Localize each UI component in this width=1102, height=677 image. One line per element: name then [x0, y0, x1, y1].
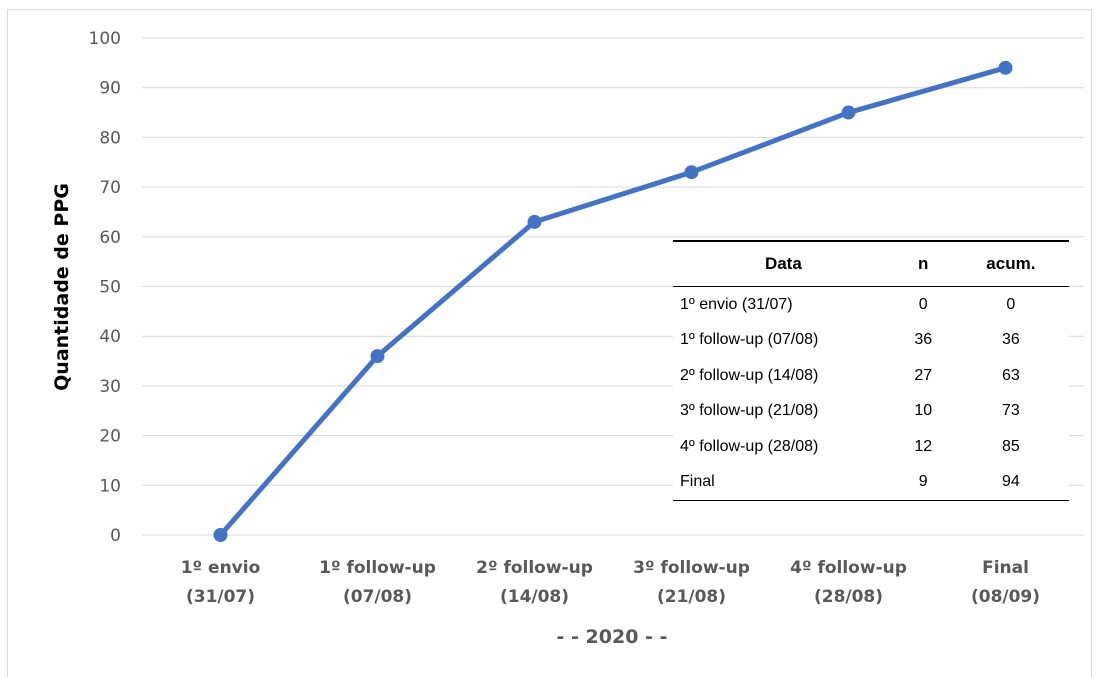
table-header-row: Data n acum. [673, 240, 1069, 287]
y-axis-title: Quantidade de PPG [51, 183, 73, 391]
table-header-data: Data [673, 240, 894, 287]
table-cell-n: 10 [914, 402, 933, 420]
table-cell-acum: 85 [1001, 437, 1020, 455]
y-tick-label: 40 [99, 327, 121, 347]
y-tick-label: 60 [99, 228, 121, 248]
table-cell-label: 1º envio (31/07) [680, 295, 793, 313]
data-point [841, 105, 856, 120]
table-cell-n: 27 [914, 366, 933, 384]
y-tick-label: 10 [99, 476, 121, 496]
y-tick-label: 50 [99, 278, 121, 298]
table-cell-label: 3º follow-up (21/08) [680, 402, 819, 420]
table-cell-label: Final [673, 464, 894, 501]
table-row: Final 9 94 [673, 464, 1069, 501]
table-row: 2º follow-up (14/08) 27 63 [673, 358, 1069, 394]
x-tick-labels: 1º envio (31/07) 1º follow-up (07/08) 2º fol… [181, 558, 1040, 607]
x-tick-label: 2º follow-up (14/08) [476, 558, 593, 607]
table-cell-label: 4º follow-up (28/08) [680, 437, 819, 455]
table-cell-label: 1º follow-up (07/08) [680, 331, 819, 349]
y-tick-label: 80 [99, 128, 121, 148]
x-axis-title: - - 2020 - - [557, 626, 668, 648]
table-cell-acum: 0 [1006, 295, 1016, 313]
data-point [213, 528, 228, 542]
table-cell-label: 2º follow-up (14/08) [680, 366, 819, 384]
table-row: 3º follow-up (21/08) 10 73 [673, 394, 1069, 430]
series-line-path [218, 65, 1008, 538]
series-line [218, 65, 1008, 538]
chart-frame [7, 9, 1092, 677]
gridlines [142, 37, 1084, 536]
y-tick-label: 100 [89, 29, 121, 49]
table-row: 4º follow-up (28/08) 12 85 [673, 429, 1069, 465]
y-tick-label: 70 [99, 178, 121, 198]
table-header-n: n [893, 240, 953, 287]
y-tick-label: 20 [99, 427, 121, 447]
data-point [998, 60, 1013, 75]
table-header-acum: acum. [952, 240, 1069, 287]
table-row: 1º follow-up (07/08) 36 36 [673, 323, 1069, 359]
x-tick-label: 1º follow-up (07/08) [319, 558, 436, 607]
x-tick-label: Final (08/09) [971, 558, 1040, 607]
series-points [213, 60, 1013, 542]
table-cell-acum: 73 [1001, 402, 1020, 420]
table-cell-acum: 94 [952, 464, 1069, 501]
x-tick-label: 3º follow-up (21/08) [633, 558, 750, 607]
table-row: 1º envio (31/07) 0 0 [673, 287, 1069, 323]
table-cell-acum: 36 [1001, 331, 1020, 349]
data-point [684, 165, 699, 180]
table-cell-n: 9 [893, 464, 953, 501]
table-cell-n: 36 [914, 331, 933, 349]
y-tick-label: 30 [99, 377, 121, 397]
data-table: Data n acum. 1º envio (31/07) 0 0 1º fol… [673, 240, 1069, 501]
x-tick-label: 4º follow-up (28/08) [790, 558, 907, 607]
table-cell-n: 0 [918, 295, 928, 313]
y-tick-label: 0 [110, 526, 121, 546]
y-tick-label: 90 [99, 79, 121, 99]
y-tick-labels: 0 10 20 30 40 50 60 70 80 90 100 [89, 29, 121, 546]
x-tick-label: 1º envio (31/07) [181, 558, 261, 607]
table-cell-n: 12 [914, 437, 933, 455]
data-point [527, 214, 542, 229]
table-cell-acum: 63 [1001, 366, 1020, 384]
data-point [370, 349, 385, 364]
